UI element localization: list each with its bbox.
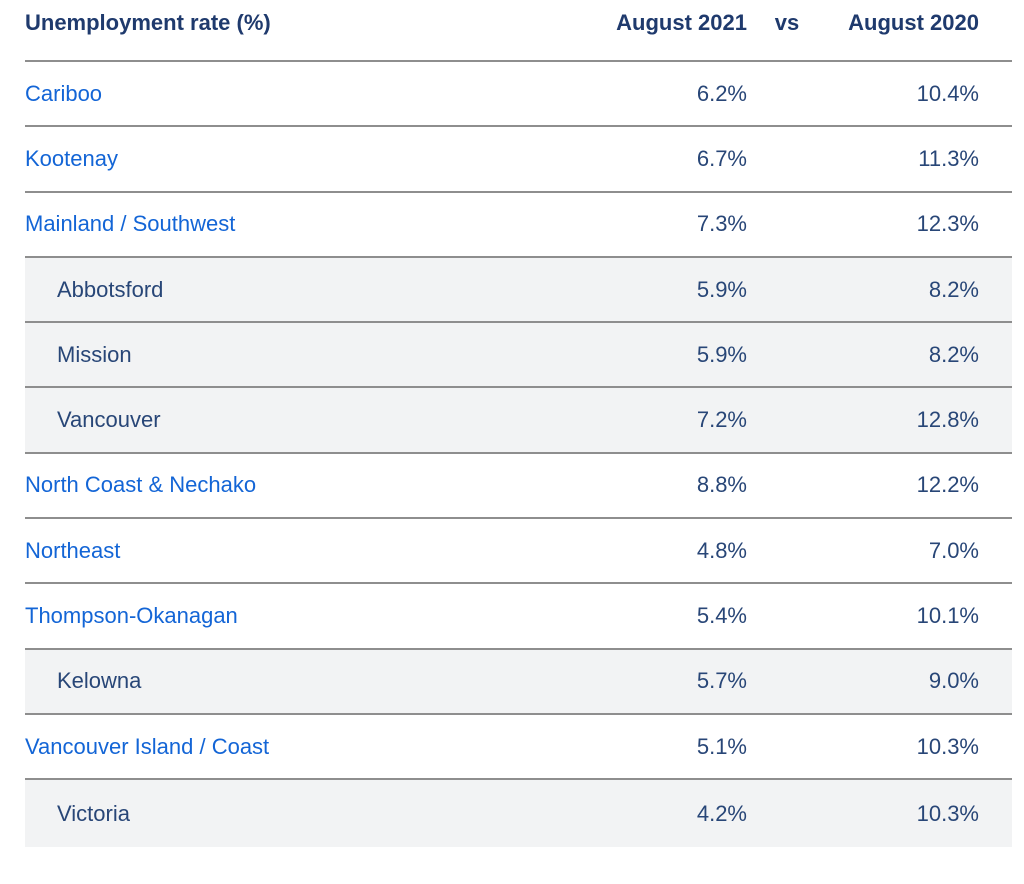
region-link[interactable]: Thompson-Okanagan [25,603,238,629]
table-row: Vancouver Island / Coast 5.1% 10.3% [25,715,1012,781]
value-august-2021: 5.4% [696,603,747,629]
value-august-2020: 8.2% [928,276,979,302]
value-august-2020: 7.0% [928,537,979,563]
value-august-2020: 11.3% [918,145,979,171]
table-row: Northeast 4.8% 7.0% [25,519,1012,585]
table-row: Kootenay 6.7% 11.3% [25,127,1012,193]
header-label-unemployment-rate: Unemployment rate (%) [25,10,271,35]
region-link[interactable]: Cariboo [25,80,103,106]
table-body: Cariboo 6.2% 10.4% Kootenay 6.7% 11.3% M… [25,62,1012,848]
region-link[interactable]: Mainland / Southwest [25,211,236,237]
table-row: Vancouver 7.2% 12.8% [25,388,1012,454]
table-header-row: Unemployment rate (%) August 2021 vs Aug… [25,0,1012,62]
subregion-label: Vancouver [57,407,161,433]
region-link[interactable]: Northeast [25,537,121,563]
subregion-label: Abbotsford [57,276,164,302]
subregion-label: Mission [57,341,132,367]
header-august-2021: August 2021 [616,10,747,35]
value-august-2020: 10.3% [916,800,979,826]
value-august-2020: 10.3% [916,733,979,759]
value-august-2021: 5.7% [696,668,747,694]
value-august-2021: 6.7% [696,145,747,171]
table-row: Abbotsford 5.9% 8.2% [25,257,1012,324]
table-row: Mission 5.9% 8.2% [25,323,1012,389]
table-row: Mainland / Southwest 7.3% 12.3% [25,193,1012,258]
subregion-label: Victoria [57,800,130,826]
region-link[interactable]: Vancouver Island / Coast [25,733,270,759]
value-august-2020: 8.2% [928,341,979,367]
value-august-2020: 9.0% [928,668,979,694]
value-august-2020: 12.8% [916,407,979,433]
unemployment-rate-table: Unemployment rate (%) August 2021 vs Aug… [25,0,1012,848]
header-august-2020: August 2020 [848,10,979,35]
table-row: Cariboo 6.2% 10.4% [25,62,1012,128]
header-vs: vs [774,10,800,35]
table-row: Victoria 4.2% 10.3% [25,780,1012,848]
value-august-2021: 7.2% [696,407,747,433]
value-august-2021: 4.8% [696,537,747,563]
table-row: North Coast & Nechako 8.8% 12.2% [25,454,1012,520]
value-august-2021: 5.9% [696,276,747,302]
subregion-label: Kelowna [57,668,142,694]
table-row: Kelowna 5.7% 9.0% [25,649,1012,715]
value-august-2021: 5.1% [696,733,747,759]
value-august-2021: 7.3% [696,211,747,237]
value-august-2020: 12.2% [916,472,979,498]
value-august-2020: 10.4% [916,80,979,106]
region-link[interactable]: North Coast & Nechako [25,472,257,498]
value-august-2021: 6.2% [696,80,747,106]
value-august-2020: 12.3% [916,211,979,237]
value-august-2020: 10.1% [916,603,979,629]
table-row: Thompson-Okanagan 5.4% 10.1% [25,584,1012,650]
value-august-2021: 8.8% [696,472,747,498]
value-august-2021: 4.2% [696,800,747,826]
value-august-2021: 5.9% [696,341,747,367]
region-link[interactable]: Kootenay [25,145,118,171]
